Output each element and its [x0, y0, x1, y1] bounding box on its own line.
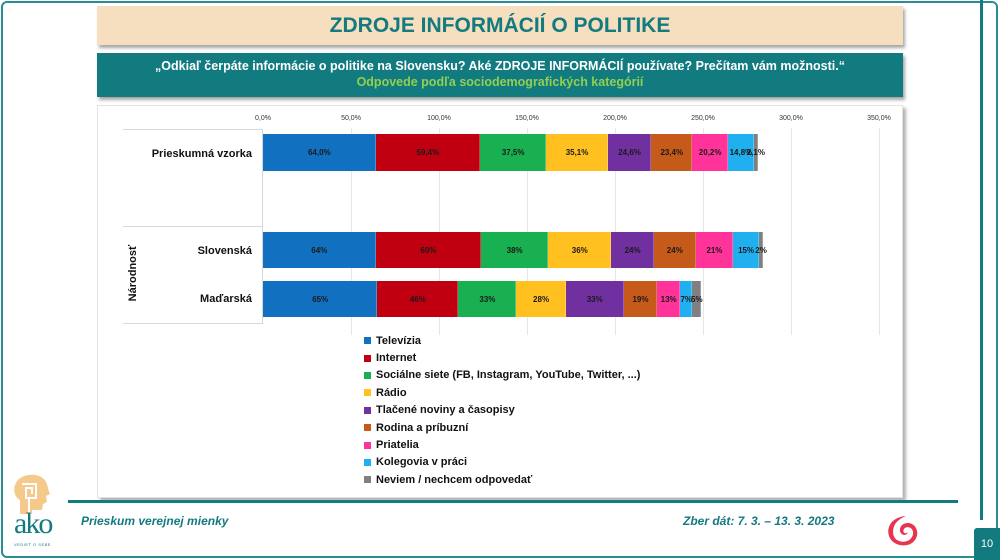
gridline — [527, 128, 528, 335]
bar-segment: 14,8% — [727, 134, 754, 171]
bar-segment: 15% — [732, 232, 760, 268]
category-divider — [123, 323, 263, 324]
category-divider — [123, 129, 263, 130]
x-tick-label: 300,0% — [779, 115, 803, 122]
gridline — [439, 128, 440, 335]
bar-segment: 7% — [680, 281, 693, 317]
footer-survey-label: Prieskum verejnej mienky — [81, 514, 229, 528]
bar-row: 64,0% 59,4% 37,5% 35,1% 24,6% 23,4% 20,2% 14,8%… — [263, 134, 765, 171]
gridline — [879, 128, 880, 335]
head-maze-icon — [14, 474, 50, 514]
frame-accent-bar — [980, 0, 983, 520]
legend-item: Kolegovia v práci — [364, 454, 640, 471]
legend-swatch-icon — [364, 406, 371, 414]
row-label-madarska: Maďarská — [200, 293, 252, 305]
legend-label: Sociálne siete (FB, Instagram, YouTube, … — [376, 369, 641, 382]
bar-segment: 36% — [548, 232, 612, 268]
row-label-slovenska: Slovenská — [197, 245, 252, 257]
bar-segment: 23,4% — [651, 134, 693, 171]
survey-subtitle: Odpovede podľa sociodemografických kateg… — [356, 75, 644, 89]
bar-segment: 64% — [263, 232, 376, 268]
ako-logo: ako VEDIEŤ O SEBE — [10, 472, 70, 552]
legend-swatch-icon — [364, 476, 371, 484]
row-label-prieskumna-vzorka: Prieskumná vzorka — [151, 148, 252, 160]
bar-segment: 33% — [565, 281, 624, 317]
ako-tagline: VEDIEŤ O SEBE — [14, 542, 51, 547]
gridline — [351, 128, 352, 335]
chart-legend: Televízia Internet Sociálne siete (FB, Ins… — [364, 332, 640, 489]
bar-row: 65% 46% 33% 28% 33% 19% 13% 7% 5% — [263, 281, 703, 317]
bar-segment: 64,0% — [263, 134, 376, 171]
bar-segment: 19% — [623, 281, 658, 317]
legend-swatch-icon — [364, 424, 371, 432]
gridline — [703, 128, 704, 335]
legend-item: Tlačené noviny a časopisy — [364, 402, 640, 419]
page-number: 10 — [974, 528, 1000, 560]
page-title: ZDROJE INFORMÁCIÍ O POLITIKE — [329, 13, 671, 37]
legend-item: Neviem / nechcem odpovedať — [364, 471, 640, 488]
footer-date-range: Zber dát: 7. 3. – 13. 3. 2023 — [683, 514, 835, 528]
bar-segment: 65% — [263, 281, 378, 317]
swirl-logo-icon — [888, 516, 918, 546]
legend-label: Priatelia — [376, 439, 419, 452]
bar-segment: 33% — [458, 281, 517, 317]
bar-segment: 60% — [375, 232, 482, 268]
legend-swatch-icon — [364, 337, 371, 345]
category-axis-line — [262, 129, 263, 324]
legend-swatch-icon — [364, 389, 371, 397]
bar-row: 64% 60% 38% 36% 24% 24% 21% 15% 2% — [263, 232, 767, 268]
legend-swatch-icon — [364, 371, 371, 379]
question-banner: „Odkiaľ čerpáte informácie o politike na… — [97, 53, 903, 97]
bar-segment: 24% — [653, 232, 696, 268]
legend-label: Kolegovia v práci — [376, 456, 468, 469]
bar-segment: 35,1% — [546, 134, 608, 171]
gridline — [615, 128, 616, 335]
legend-label: Rádio — [376, 386, 407, 399]
x-tick-label: 250,0% — [691, 115, 715, 122]
x-tick-label: 0,0% — [255, 115, 271, 122]
legend-label: Rodina a príbuzní — [376, 421, 469, 434]
group-label-narodnost: Národnosť — [127, 244, 139, 302]
legend-label: Internet — [376, 352, 417, 365]
title-banner: ZDROJE INFORMÁCIÍ O POLITIKE — [97, 6, 903, 45]
ako-brand-text: ako — [14, 507, 53, 540]
legend-swatch-icon — [364, 354, 371, 362]
bar-segment: 20,2% — [692, 134, 728, 171]
legend-item: Rádio — [364, 384, 640, 401]
legend-label: Neviem / nechcem odpovedať — [376, 473, 533, 486]
legend-item: Rodina a príbuzní — [364, 419, 640, 436]
bar-segment: 59,4% — [375, 134, 481, 171]
bar-segment: 24% — [611, 232, 654, 268]
x-tick-label: 150,0% — [515, 115, 539, 122]
bar-segment: 28% — [516, 281, 566, 317]
bar-segment: 5% — [691, 281, 703, 317]
gridline — [791, 128, 792, 335]
legend-item: Televízia — [364, 332, 640, 349]
legend-item: Priatelia — [364, 436, 640, 453]
x-tick-label: 350,0% — [867, 115, 891, 122]
footer-divider — [68, 500, 958, 503]
legend-swatch-icon — [364, 441, 371, 449]
x-tick-label: 200,0% — [603, 115, 627, 122]
legend-item: Sociálne siete (FB, Instagram, YouTube, … — [364, 367, 640, 384]
legend-swatch-icon — [364, 458, 371, 466]
bar-segment: 21% — [695, 232, 733, 268]
bar-segment: 37,5% — [480, 134, 547, 171]
bar-segment: 2,1% — [747, 134, 765, 171]
bar-segment: 38% — [481, 232, 549, 268]
bar-segment: 46% — [377, 281, 459, 317]
bar-segment: 24,6% — [607, 134, 652, 171]
legend-item: Internet — [364, 349, 640, 366]
legend-label: Tlačené noviny a časopisy — [376, 404, 515, 417]
x-tick-label: 50,0% — [341, 115, 361, 122]
bar-segment: 13% — [657, 281, 681, 317]
x-tick-label: 100,0% — [427, 115, 451, 122]
survey-question: „Odkiaľ čerpáte informácie o politike na… — [155, 59, 845, 73]
stacked-bar-chart: 0,0% 50,0% 100,0% 150,0% 200,0% 250,0% 300,0% 3… — [97, 105, 903, 498]
legend-label: Televízia — [376, 334, 422, 347]
category-divider — [123, 226, 263, 227]
bar-segment: 2% — [755, 232, 767, 268]
